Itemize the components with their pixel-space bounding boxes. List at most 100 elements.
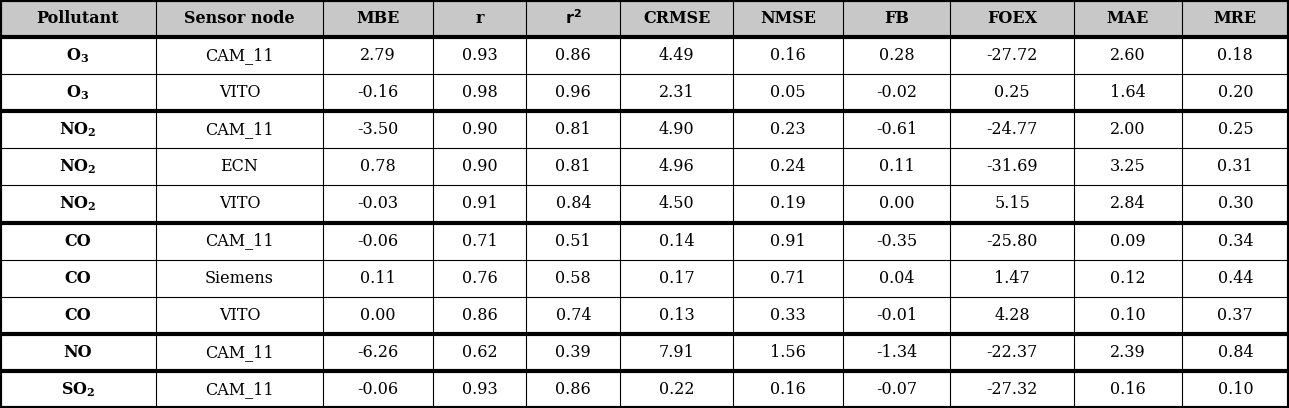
Text: 0.00: 0.00 xyxy=(360,307,396,324)
Text: 0.30: 0.30 xyxy=(1218,195,1253,213)
Bar xyxy=(950,0,1074,37)
Text: Sensor node: Sensor node xyxy=(184,10,295,27)
Text: 0.84: 0.84 xyxy=(556,195,592,213)
Bar xyxy=(620,111,733,149)
Text: -3.50: -3.50 xyxy=(357,121,398,138)
Bar xyxy=(843,297,950,334)
Bar xyxy=(843,222,950,259)
Bar xyxy=(433,74,526,111)
Text: 0.18: 0.18 xyxy=(1218,47,1253,64)
Bar xyxy=(733,297,843,334)
Text: 1.56: 1.56 xyxy=(770,344,806,361)
Bar xyxy=(0,149,156,186)
Bar xyxy=(733,0,843,37)
Text: CAM_11: CAM_11 xyxy=(205,121,273,138)
Bar xyxy=(0,37,156,74)
Text: FOEX: FOEX xyxy=(987,10,1038,27)
Text: MBE: MBE xyxy=(356,10,400,27)
Bar xyxy=(1074,149,1182,186)
Text: 0.44: 0.44 xyxy=(1218,270,1253,287)
Bar xyxy=(843,74,950,111)
Text: CO: CO xyxy=(64,307,92,324)
Text: 0.28: 0.28 xyxy=(879,47,914,64)
Bar xyxy=(1182,259,1289,297)
Text: Pollutant: Pollutant xyxy=(36,10,120,27)
Text: 0.14: 0.14 xyxy=(659,233,695,250)
Bar xyxy=(156,74,324,111)
Text: 0.33: 0.33 xyxy=(770,307,806,324)
Bar xyxy=(324,222,433,259)
Text: 0.16: 0.16 xyxy=(770,47,806,64)
Bar xyxy=(0,74,156,111)
Text: NMSE: NMSE xyxy=(761,10,816,27)
Text: -6.26: -6.26 xyxy=(357,344,398,361)
Text: -0.16: -0.16 xyxy=(357,84,398,101)
Bar xyxy=(620,259,733,297)
Bar xyxy=(0,334,156,371)
Text: 0.76: 0.76 xyxy=(461,270,498,287)
Text: $\mathbf{r^2}$: $\mathbf{r^2}$ xyxy=(565,9,581,28)
Bar xyxy=(433,37,526,74)
Bar xyxy=(843,37,950,74)
Text: 4.50: 4.50 xyxy=(659,195,695,213)
Bar xyxy=(950,222,1074,259)
Bar xyxy=(156,0,324,37)
Bar xyxy=(950,37,1074,74)
Text: 0.24: 0.24 xyxy=(771,158,806,175)
Text: 0.78: 0.78 xyxy=(360,158,396,175)
Text: -27.72: -27.72 xyxy=(986,47,1038,64)
Bar xyxy=(156,37,324,74)
Bar xyxy=(950,259,1074,297)
Text: 0.86: 0.86 xyxy=(556,381,592,398)
Text: -31.69: -31.69 xyxy=(986,158,1038,175)
Bar xyxy=(156,371,324,408)
Text: 5.15: 5.15 xyxy=(994,195,1030,213)
Text: CO: CO xyxy=(64,233,92,250)
Text: 0.17: 0.17 xyxy=(659,270,695,287)
Bar xyxy=(156,149,324,186)
Text: -0.01: -0.01 xyxy=(875,307,916,324)
Bar xyxy=(0,186,156,222)
Text: 0.39: 0.39 xyxy=(556,344,592,361)
Bar xyxy=(324,259,433,297)
Bar xyxy=(156,222,324,259)
Text: 1.47: 1.47 xyxy=(994,270,1030,287)
Text: 2.60: 2.60 xyxy=(1110,47,1146,64)
Bar xyxy=(1074,371,1182,408)
Text: 0.10: 0.10 xyxy=(1218,381,1253,398)
Text: 0.22: 0.22 xyxy=(659,381,695,398)
Text: VITO: VITO xyxy=(219,195,260,213)
Bar xyxy=(526,259,620,297)
Bar xyxy=(950,297,1074,334)
Bar xyxy=(526,111,620,149)
Text: CRMSE: CRMSE xyxy=(643,10,710,27)
Text: 0.00: 0.00 xyxy=(879,195,914,213)
Text: -22.37: -22.37 xyxy=(986,344,1038,361)
Text: FB: FB xyxy=(884,10,909,27)
Bar xyxy=(0,111,156,149)
Bar xyxy=(324,0,433,37)
Text: 0.11: 0.11 xyxy=(360,270,396,287)
Text: 0.86: 0.86 xyxy=(461,307,498,324)
Text: $\mathregular{SO_2}$: $\mathregular{SO_2}$ xyxy=(61,380,95,399)
Bar xyxy=(324,371,433,408)
Bar xyxy=(950,149,1074,186)
Bar xyxy=(950,371,1074,408)
Text: 0.16: 0.16 xyxy=(770,381,806,398)
Text: CAM_11: CAM_11 xyxy=(205,381,273,398)
Text: 0.25: 0.25 xyxy=(994,84,1030,101)
Bar xyxy=(324,334,433,371)
Text: -0.35: -0.35 xyxy=(875,233,916,250)
Bar xyxy=(433,111,526,149)
Text: 4.49: 4.49 xyxy=(659,47,695,64)
Text: CO: CO xyxy=(64,270,92,287)
Bar xyxy=(433,0,526,37)
Bar xyxy=(433,334,526,371)
Text: 0.25: 0.25 xyxy=(1218,121,1253,138)
Bar xyxy=(526,297,620,334)
Bar xyxy=(843,111,950,149)
Text: 0.11: 0.11 xyxy=(879,158,914,175)
Text: -0.06: -0.06 xyxy=(357,381,398,398)
Text: 3.25: 3.25 xyxy=(1110,158,1146,175)
Bar xyxy=(156,111,324,149)
